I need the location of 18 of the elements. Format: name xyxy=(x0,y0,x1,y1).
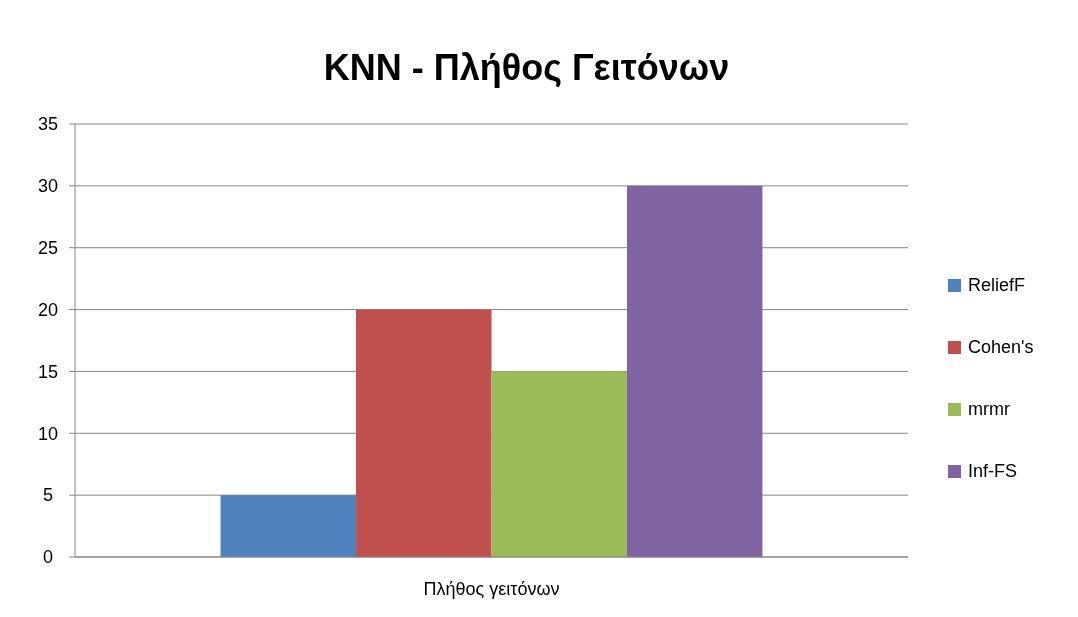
y-tick-label: 15 xyxy=(37,361,59,382)
bar xyxy=(220,495,357,557)
y-tick-label: 30 xyxy=(37,176,59,197)
y-tick-label: 10 xyxy=(37,423,59,444)
legend-label: ReliefF xyxy=(968,275,1026,296)
y-tick-label: 20 xyxy=(37,299,59,320)
bar xyxy=(626,185,763,557)
y-tick-label: 5 xyxy=(42,485,54,506)
legend-label: Cohen's xyxy=(968,337,1034,358)
y-tick-label: 35 xyxy=(37,114,59,135)
y-tick-label: 25 xyxy=(37,238,59,259)
legend-label: mrmr xyxy=(968,399,1010,420)
bar xyxy=(491,371,627,557)
bar xyxy=(356,309,492,557)
y-tick-label: 0 xyxy=(42,547,54,568)
chart-title: KNN - Πλήθος Γειτόνων xyxy=(323,47,730,88)
legend-label: Inf-FS xyxy=(968,461,1018,482)
x-tick-label: Πλήθος γειτόνων xyxy=(423,579,560,599)
